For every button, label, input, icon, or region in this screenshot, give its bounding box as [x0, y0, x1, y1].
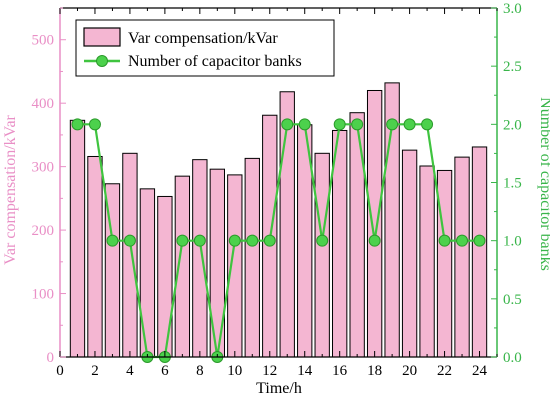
- x-tick-label-20: 20: [402, 363, 417, 379]
- y-axis-right: 0.0 0.5 1.0 1.5 2.0 2.5 3.0: [491, 1, 522, 366]
- x-tick-label-10: 10: [227, 363, 242, 379]
- y-left-tick-label-500: 500: [32, 33, 55, 49]
- y-right-tick-label-0.0: 0.0: [503, 350, 522, 366]
- x-tick-label-18: 18: [367, 363, 382, 379]
- x-tick-label-2: 2: [91, 363, 99, 379]
- point-17: [351, 118, 364, 131]
- y-right-tick-label-0.5: 0.5: [503, 292, 522, 308]
- bar-15: [314, 152, 330, 358]
- y-right-tick-label-2.0: 2.0: [503, 117, 522, 133]
- legend-line-label: Number of capacitor banks: [128, 53, 302, 70]
- bar-5: [139, 188, 156, 358]
- bar-10: [227, 174, 243, 358]
- bar-17: [349, 112, 365, 358]
- point-20: [403, 118, 416, 131]
- point-7: [176, 234, 189, 247]
- x-axis: 0 2 4 6 8 10 12 14 16 18 20 22 24: [56, 8, 498, 379]
- point-14: [298, 118, 311, 131]
- bar-20: [401, 149, 418, 358]
- x-tick-label-16: 16: [332, 363, 348, 379]
- legend-bar-label: Var compensation/kVar: [128, 30, 278, 47]
- bar-series: [69, 82, 488, 358]
- y-right-tick-label-1.0: 1.0: [503, 234, 522, 250]
- point-24: [473, 234, 486, 247]
- bar-7: [174, 175, 191, 358]
- bar-24: [471, 146, 488, 358]
- y-right-tick-label-1.5: 1.5: [503, 176, 522, 192]
- line-series: [71, 118, 486, 363]
- point-4: [123, 234, 136, 247]
- legend-line-marker: [96, 55, 108, 67]
- point-18: [368, 234, 381, 247]
- y-axis-left-label: Var compensation/kVar: [2, 114, 19, 264]
- y-left-tick-label-200: 200: [32, 223, 55, 239]
- point-1: [71, 118, 84, 131]
- point-23: [456, 234, 469, 247]
- legend: Var compensation/kVar Number of capacito…: [75, 19, 335, 77]
- point-11: [246, 234, 259, 247]
- bar-2: [87, 155, 103, 358]
- x-tick-label-8: 8: [196, 363, 204, 379]
- x-tick-label-12: 12: [262, 363, 277, 379]
- point-13: [281, 118, 294, 131]
- bar-1: [69, 119, 86, 358]
- x-axis-label: Time/h: [256, 380, 302, 397]
- point-21: [421, 118, 434, 131]
- y-left-tick-label-0: 0: [47, 350, 55, 366]
- bar-8: [192, 159, 208, 358]
- bar-23: [454, 156, 470, 358]
- x-tick-label-14: 14: [297, 363, 313, 379]
- y-right-tick-label-2.5: 2.5: [503, 59, 522, 75]
- point-16: [333, 118, 346, 131]
- bar-6: [157, 195, 173, 358]
- bar-11: [244, 157, 260, 358]
- point-8: [193, 234, 206, 247]
- point-22: [438, 234, 451, 247]
- point-19: [386, 118, 399, 131]
- x-tick-label-4: 4: [126, 363, 134, 379]
- bar-4: [122, 152, 138, 358]
- y-axis-right-label: Number of capacitor banks: [537, 97, 550, 271]
- x-tick-label-6: 6: [161, 363, 169, 379]
- y-left-tick-label-100: 100: [32, 287, 55, 303]
- bar-18: [366, 89, 383, 358]
- y-left-tick-label-300: 300: [32, 160, 55, 176]
- point-12: [263, 234, 276, 247]
- point-2: [88, 118, 101, 131]
- x-tick-label-0: 0: [56, 363, 64, 379]
- y-axis-left: 0 100 200 300 400 500: [32, 7, 66, 366]
- legend-bar-swatch: [83, 27, 121, 47]
- bar-22: [436, 169, 453, 358]
- point-3: [106, 234, 119, 247]
- x-tick-label-22: 22: [437, 363, 452, 379]
- point-15: [316, 234, 329, 247]
- x-tick-label-24: 24: [472, 363, 488, 379]
- y-left-tick-label-400: 400: [32, 96, 55, 112]
- bar-21: [419, 165, 435, 358]
- point-10: [228, 234, 241, 247]
- y-right-tick-label-3.0: 3.0: [503, 1, 522, 17]
